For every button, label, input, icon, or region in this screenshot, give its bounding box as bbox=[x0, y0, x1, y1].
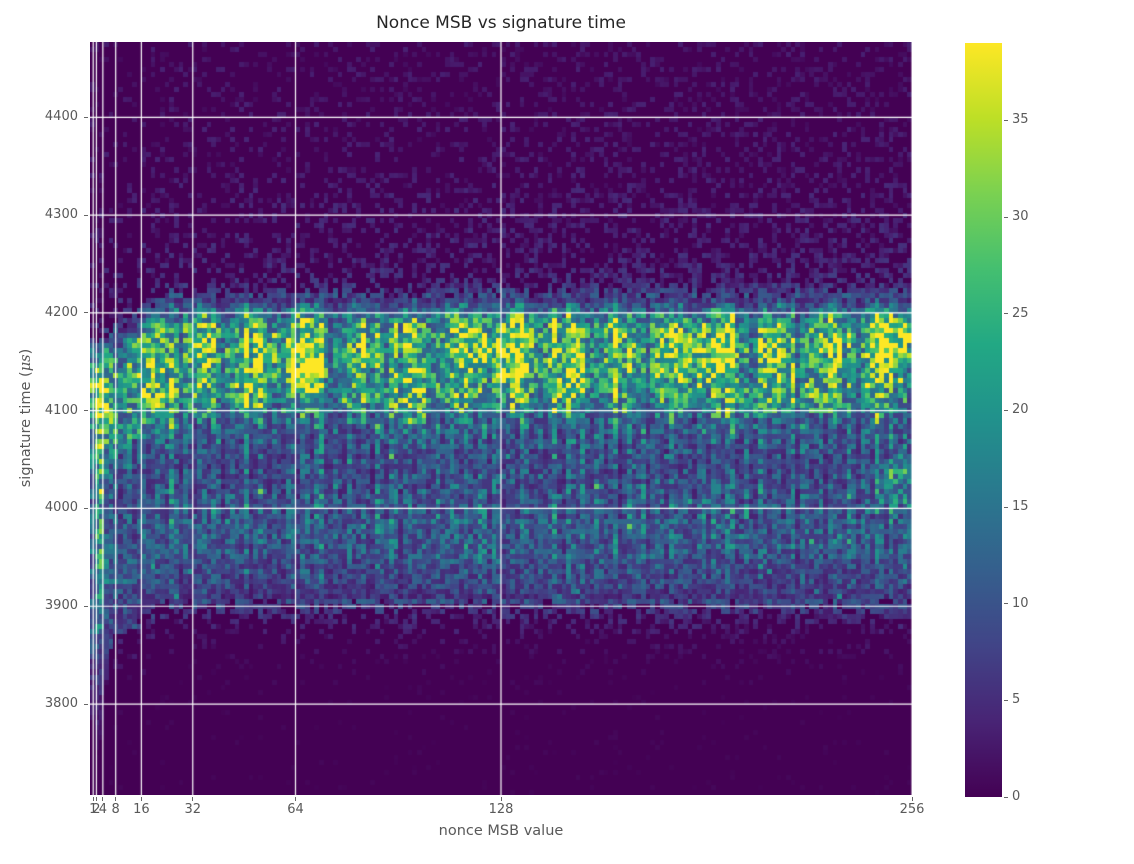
y-tick-mark bbox=[84, 214, 88, 216]
y-tick-mark bbox=[84, 605, 88, 607]
colorbar-tick-mark bbox=[1004, 699, 1008, 701]
x-tick-mark bbox=[95, 797, 97, 801]
y-tick-mark bbox=[84, 116, 88, 118]
y-axis-label: signature time (μs) bbox=[18, 349, 34, 487]
x-tick-mark bbox=[140, 797, 142, 801]
x-tick-label: 2 bbox=[92, 802, 101, 817]
y-axis-label-units: μs bbox=[18, 354, 34, 372]
colorbar-tick-label: 30 bbox=[1012, 209, 1029, 224]
x-tick-label: 64 bbox=[287, 802, 304, 817]
x-tick-label: 16 bbox=[133, 802, 150, 817]
x-axis-label: nonce MSB value bbox=[438, 823, 564, 839]
heatmap-plot-area bbox=[90, 42, 912, 795]
y-tick-label: 4300 bbox=[44, 207, 78, 223]
colorbar bbox=[965, 43, 1002, 797]
colorbar-tick-mark bbox=[1004, 506, 1008, 508]
colorbar-tick-label: 5 bbox=[1012, 692, 1021, 708]
x-tick-label: 128 bbox=[488, 802, 514, 817]
y-tick-label: 4100 bbox=[44, 402, 78, 418]
y-tick-mark bbox=[84, 312, 88, 314]
chart-title: Nonce MSB vs signature time bbox=[376, 13, 626, 33]
x-tick-mark bbox=[295, 797, 296, 801]
colorbar-tick-mark bbox=[1004, 409, 1008, 411]
colorbar-tick-label: 20 bbox=[1012, 402, 1029, 418]
x-tick-label: 1 bbox=[89, 802, 98, 817]
x-tick-label: 32 bbox=[184, 802, 202, 817]
x-tick-mark bbox=[115, 797, 117, 801]
x-tick-label: 256 bbox=[899, 802, 925, 817]
y-tick-mark bbox=[84, 410, 88, 412]
y-tick-mark bbox=[84, 507, 88, 509]
x-tick-mark bbox=[92, 797, 94, 801]
y-tick-label: 4000 bbox=[44, 500, 78, 516]
y-tick-label: 3900 bbox=[44, 598, 78, 614]
y-axis-label-prefix: signature time ( bbox=[18, 371, 34, 488]
y-tick-label: 4400 bbox=[44, 109, 78, 125]
heatmap-canvas bbox=[90, 42, 912, 795]
colorbar-tick-label: 25 bbox=[1012, 305, 1029, 321]
colorbar-tick-mark bbox=[1004, 313, 1008, 315]
colorbar-tick-mark bbox=[1004, 216, 1008, 218]
x-tick-mark bbox=[102, 797, 104, 801]
x-tick-mark bbox=[500, 797, 502, 801]
x-tick-label: 8 bbox=[111, 802, 120, 817]
colorbar-tick-label: 10 bbox=[1012, 595, 1029, 611]
y-tick-label: 4200 bbox=[44, 304, 78, 320]
x-tick-mark bbox=[911, 797, 913, 801]
colorbar-tick-label: 35 bbox=[1012, 112, 1029, 128]
x-tick-mark bbox=[192, 797, 194, 801]
colorbar-tick-mark bbox=[1004, 119, 1008, 121]
colorbar-tick-mark bbox=[1004, 603, 1008, 605]
colorbar-tick-label: 0 bbox=[1012, 789, 1021, 804]
colorbar-tick-mark bbox=[1004, 796, 1008, 798]
y-axis-label-suffix: ) bbox=[18, 348, 34, 355]
x-tick-label: 4 bbox=[98, 802, 107, 817]
colorbar-tick-label: 15 bbox=[1012, 499, 1029, 514]
y-tick-label: 3800 bbox=[44, 696, 78, 712]
y-tick-mark bbox=[84, 703, 88, 705]
